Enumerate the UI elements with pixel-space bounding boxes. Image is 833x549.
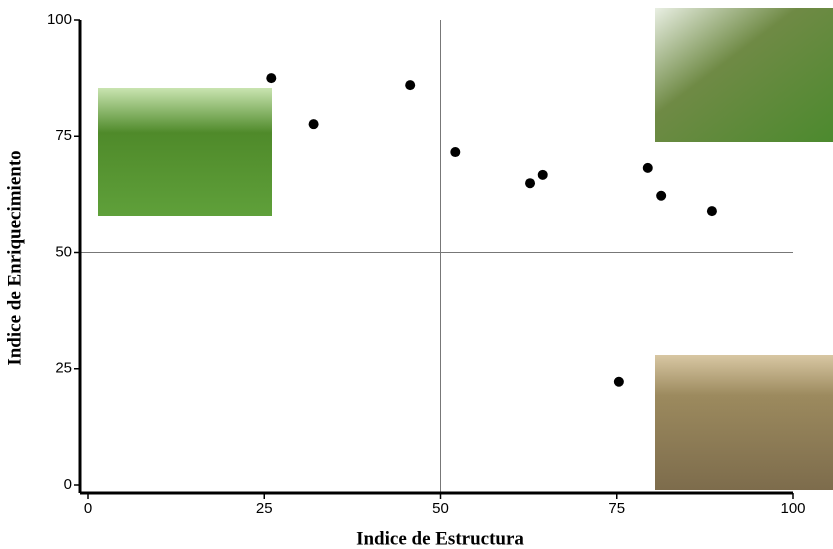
point [538, 170, 548, 180]
photo [655, 355, 833, 490]
x-tick-label: 50 [432, 500, 449, 517]
y-axis-title: Indice de Enriquecimiento [4, 150, 25, 365]
y-tick-label: 75 [55, 127, 72, 144]
point [309, 119, 319, 129]
point [266, 73, 276, 83]
point [707, 206, 717, 216]
photo [655, 8, 833, 142]
point [643, 163, 653, 173]
x-tick-label: 100 [780, 500, 805, 517]
point [405, 80, 415, 90]
y-tick-label: 100 [47, 11, 72, 28]
x-tick-label: 0 [84, 500, 92, 517]
y-tick-label: 25 [55, 360, 72, 377]
x-tick-label: 75 [608, 500, 625, 517]
y-tick-label: 0 [64, 476, 72, 493]
chart: Indice de Estructura Indice de Enriqueci… [0, 0, 833, 549]
point [614, 377, 624, 387]
x-tick-label: 25 [256, 500, 273, 517]
point [656, 191, 666, 201]
y-tick-label: 50 [55, 243, 72, 260]
point [450, 147, 460, 157]
photo [98, 88, 272, 216]
point [525, 178, 535, 188]
x-axis-title: Indice de Estructura [356, 528, 524, 549]
